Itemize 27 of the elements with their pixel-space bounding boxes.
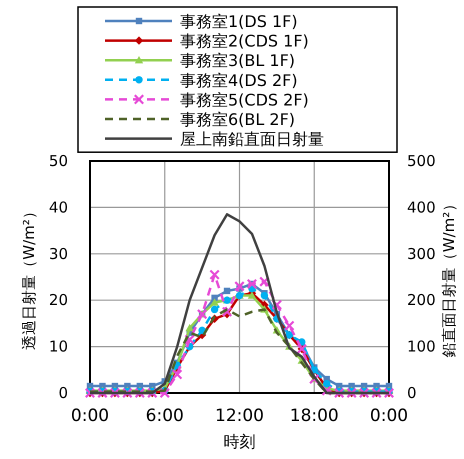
y-tick-label: 40 <box>48 198 68 216</box>
y-tick-label: 50 <box>48 152 68 170</box>
y2-tick-label: 200 <box>407 291 436 310</box>
y2-tick-label: 0 <box>407 384 417 402</box>
legend-label: 事務室3(BL 1F) <box>180 51 296 70</box>
x-axis-title: 時刻 <box>224 432 256 451</box>
x-tick-label: 6:00 <box>146 406 184 426</box>
legend-label: 屋上南鉛直面日射量 <box>180 130 324 149</box>
y-tick-label: 10 <box>48 338 68 356</box>
legend-label: 事務室1(DS 1F) <box>180 12 298 31</box>
y-tick-label: 30 <box>48 244 68 263</box>
legend-label: 事務室6(BL 2F) <box>180 110 296 129</box>
x-tick-label: 0:00 <box>70 406 110 426</box>
legend-label: 事務室5(CDS 2F) <box>180 90 309 110</box>
y2-tick-label: 400 <box>407 198 436 216</box>
y-axis-title: 透過日射量（W/m²） <box>20 204 38 350</box>
y2-tick-label: 300 <box>407 244 436 263</box>
x-tick-label: 12:00 <box>215 406 264 426</box>
y-tick-label: 20 <box>48 291 68 310</box>
y2-tick-label: 500 <box>407 152 436 170</box>
y2-tick-label: 100 <box>407 338 436 356</box>
legend-label: 事務室4(DS 2F) <box>180 70 298 90</box>
y2-axis-title: 鉛直面日射量（W/m²） <box>440 196 458 358</box>
legend-label: 事務室2(CDS 1F) <box>180 32 309 51</box>
y-tick-label: 0 <box>58 384 68 402</box>
x-tick-label: 18:00 <box>290 406 339 426</box>
x-tick-label: 0:00 <box>370 406 408 426</box>
